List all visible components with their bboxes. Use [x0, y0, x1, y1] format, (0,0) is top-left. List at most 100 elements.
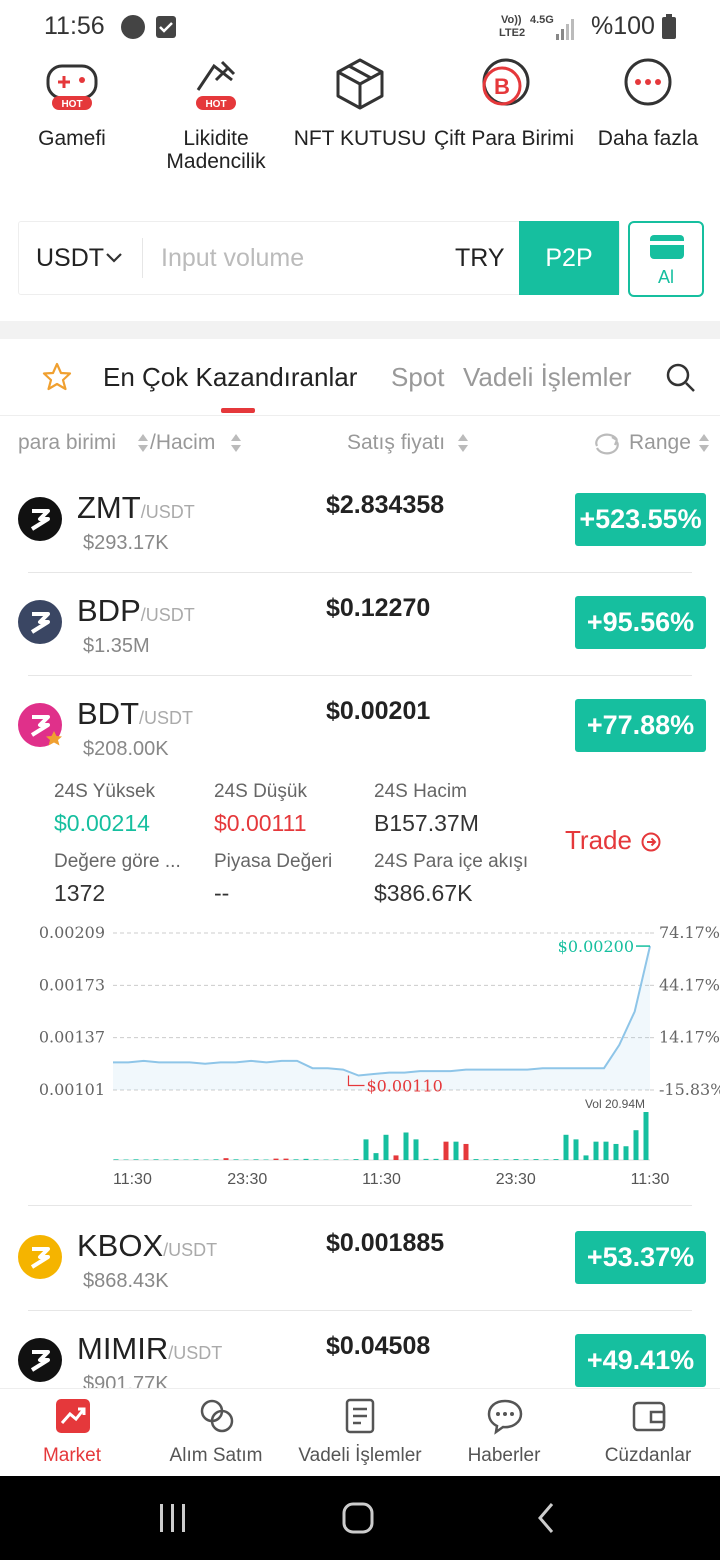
- change-badge[interactable]: +95.56%: [575, 596, 706, 649]
- volume-bar: [603, 1141, 609, 1160]
- market-row[interactable]: BDT/USDT $208.00K $0.00201 +77.88%: [0, 681, 720, 784]
- x-tick-label: 23:30: [227, 1171, 267, 1188]
- change-badge[interactable]: +49.41%: [575, 1334, 706, 1387]
- coin-icon: [18, 497, 62, 541]
- trade-link[interactable]: Trade: [565, 825, 632, 855]
- y-tick-label: 0.00173: [39, 975, 105, 994]
- chat-dot: [503, 1412, 507, 1416]
- market-trend: [60, 1407, 86, 1424]
- buy-button[interactable]: Al: [628, 221, 704, 297]
- status-battery: %100: [591, 12, 655, 40]
- system-nav: [0, 1476, 720, 1560]
- coin-icon: [18, 703, 62, 747]
- recent-bar: [171, 1504, 174, 1532]
- nav-icon: [632, 1401, 666, 1432]
- change-badge[interactable]: +53.37%: [575, 1231, 706, 1284]
- volume-bar: [493, 1159, 499, 1160]
- arrow-circle: [641, 832, 661, 852]
- nav-item[interactable]: Haberler: [432, 1390, 576, 1476]
- sort-down: [231, 445, 241, 452]
- arrow-path: [647, 837, 657, 847]
- stat-value: $386.67K: [374, 880, 473, 906]
- volume-bar: [293, 1159, 299, 1160]
- column-header: para birimi: [18, 431, 117, 454]
- shortcut[interactable]: Daha fazla: [576, 50, 720, 180]
- tab[interactable]: En Çok Kazandıranlar: [103, 362, 358, 392]
- star: [42, 362, 72, 391]
- change-badge[interactable]: +77.88%: [575, 699, 706, 752]
- doc-icon: [345, 1398, 375, 1434]
- favorite-star: [42, 362, 72, 391]
- low-price-label: $0.00110: [366, 1076, 442, 1095]
- row-divider: [28, 1205, 692, 1206]
- row-divider: [28, 1310, 692, 1311]
- shortcut[interactable]: NFT KUTUSU: [288, 50, 432, 180]
- hot-text: HOT: [205, 99, 226, 110]
- coin-quote: /USDT: [168, 1343, 223, 1363]
- recent-bar: [182, 1504, 185, 1532]
- gamepad-plus: [58, 76, 70, 88]
- nav-label: Vadeli İşlemler: [298, 1445, 422, 1466]
- market-row[interactable]: ZMT/USDT $293.17K $2.834358 +523.55%: [0, 475, 720, 578]
- nav-item[interactable]: Vadeli İşlemler: [288, 1390, 432, 1476]
- shortcut[interactable]: HOT Likidite Madencilik: [144, 50, 288, 180]
- coin-price: $0.001885: [326, 1229, 445, 1257]
- volume-bar: [433, 1158, 439, 1160]
- sort-up: [138, 434, 148, 441]
- coin-glyph: [30, 612, 50, 634]
- volume-bar: [273, 1158, 279, 1160]
- volume-bar: [613, 1143, 619, 1160]
- market-row[interactable]: KBOX/USDT $868.43K $0.001885 +53.37%: [0, 1213, 720, 1316]
- search-lens: [666, 363, 690, 387]
- currency-select[interactable]: USDT: [36, 244, 105, 272]
- nav-label: Haberler: [467, 1445, 541, 1466]
- volume-bar: [173, 1159, 179, 1160]
- status-volte: Vo)): [501, 14, 522, 26]
- doc-lines: [353, 1407, 367, 1425]
- nav-item[interactable]: Market: [0, 1390, 144, 1476]
- coin-volume: $1.35M: [83, 635, 150, 657]
- nav-item[interactable]: Cüzdanlar: [576, 1390, 720, 1476]
- market-row[interactable]: MIMIR/USDT $901.77K $0.04508 +49.41%: [0, 1316, 720, 1388]
- trade-box: [18, 221, 620, 295]
- shortcut[interactable]: HOT Gamefi: [0, 50, 144, 180]
- coin-quote: /USDT: [163, 1240, 218, 1260]
- volume-bar: [283, 1158, 289, 1160]
- coin-volume: $208.00K: [83, 738, 169, 760]
- tab[interactable]: Spot: [391, 362, 445, 392]
- tab-underline: [221, 408, 255, 413]
- volume-bar: [643, 1112, 649, 1160]
- price-chart: 0.00209 0.00173 0.00137 0.00101 74.17% 44.17%…: [39, 923, 720, 1188]
- volume-bar: [233, 1159, 239, 1160]
- stat-label: 24S Hacim: [374, 781, 467, 802]
- pair-letter: B: [494, 74, 510, 99]
- chevron: [106, 253, 122, 263]
- low-marker: [347, 1075, 365, 1087]
- shortcut[interactable]: B Çift Para Birimi: [432, 50, 576, 180]
- more-circle: [624, 58, 672, 106]
- nft-box: [336, 58, 384, 110]
- refresh-icon: [595, 433, 619, 455]
- divider: [142, 238, 143, 278]
- market-row[interactable]: BDP/USDT $1.35M $0.12270 +95.56%: [0, 578, 720, 681]
- volume-bar: [413, 1139, 419, 1160]
- coin-quote: /USDT: [140, 502, 195, 522]
- p2p-button[interactable]: P2P: [519, 221, 619, 295]
- volume-bar: [453, 1141, 459, 1160]
- nav-item[interactable]: Alım Satım: [144, 1390, 288, 1476]
- tab[interactable]: Vadeli İşlemler: [463, 362, 632, 392]
- status-time: 11:56: [44, 12, 105, 40]
- y-tick-label: 0.00101: [39, 1080, 105, 1099]
- stat-value: $0.00214: [54, 810, 150, 836]
- volume-bar: [593, 1141, 599, 1160]
- status-net: 4.5G: [530, 14, 554, 26]
- coin-symbol: MIMIR: [77, 1331, 169, 1366]
- chat-dot: [496, 1412, 500, 1416]
- volume-bar: [533, 1159, 539, 1160]
- sort-arrows: [231, 434, 241, 452]
- change-badge[interactable]: +523.55%: [575, 493, 706, 546]
- volume-bar: [223, 1158, 229, 1160]
- volume-input[interactable]: Input volume: [161, 244, 305, 272]
- volume-label: Vol 20.94M: [585, 1097, 645, 1111]
